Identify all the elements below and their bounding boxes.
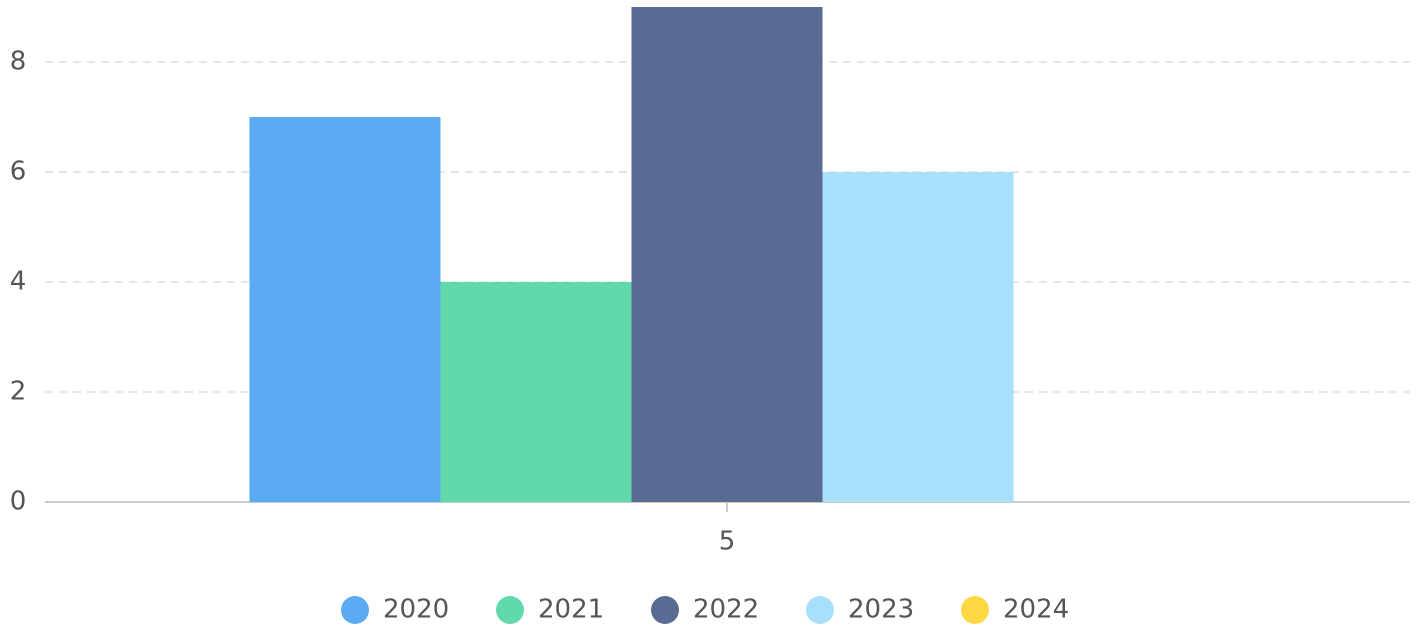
legend-label: 2023 (848, 595, 914, 625)
legend-label: 2024 (1003, 595, 1069, 625)
y-tick-label: 0 (10, 487, 27, 517)
legend-label: 2022 (693, 595, 759, 625)
y-tick-label: 2 (10, 377, 27, 407)
legend-label: 2020 (383, 595, 449, 625)
bar (440, 282, 632, 502)
bar (249, 117, 441, 502)
legend-label: 2021 (538, 595, 604, 625)
legend-marker (341, 596, 369, 624)
bar (822, 172, 1014, 502)
x-tick-label: 5 (719, 527, 736, 557)
y-tick-label: 4 (10, 267, 27, 297)
bar (631, 7, 823, 502)
legend-marker (651, 596, 679, 624)
legend-marker (961, 596, 989, 624)
y-tick-label: 6 (10, 157, 27, 187)
y-tick-label: 8 (10, 47, 27, 77)
legend-marker (806, 596, 834, 624)
legend-marker (496, 596, 524, 624)
